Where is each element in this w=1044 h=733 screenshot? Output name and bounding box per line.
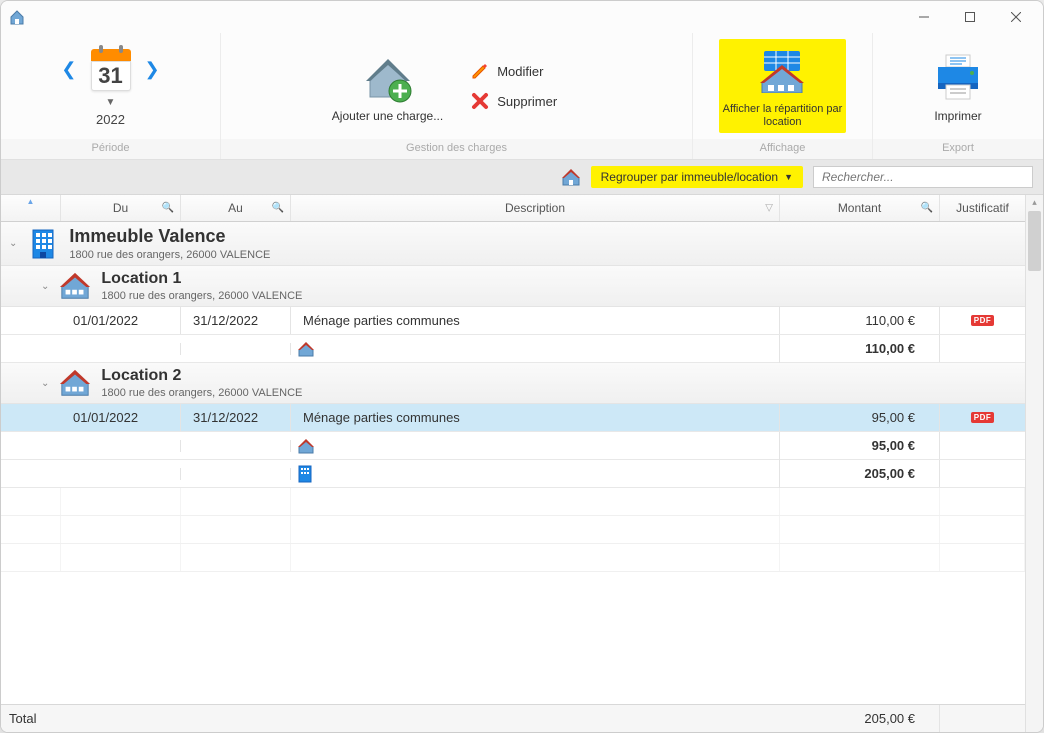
delete-icon (471, 92, 489, 110)
chevron-down-icon: ▼ (784, 172, 793, 182)
app-icon (9, 9, 25, 25)
maximize-button[interactable] (947, 3, 993, 31)
add-charge-icon (362, 49, 414, 105)
pdf-icon[interactable]: PDF (971, 315, 995, 326)
group-row-location-1[interactable]: ⌄ Location 1 1800 rue des orangers, 2600… (1, 266, 1025, 307)
pencil-icon (471, 62, 489, 80)
grouping-dropdown[interactable]: Regrouper par immeuble/location ▼ (591, 166, 803, 188)
ribbon: ❮ 31 ❯ ▼ 2022 Période (1, 33, 1043, 160)
location-name: Location 1 (101, 270, 302, 288)
location-address: 1800 rue des orangers, 26000 VALENCE (101, 387, 302, 399)
header-justificatif[interactable]: Justificatif (940, 195, 1025, 221)
calendar-icon[interactable]: 31 (87, 45, 135, 93)
building-icon (297, 465, 313, 483)
affichage-group-label: Affichage (693, 139, 872, 159)
repartition-label-2: location (764, 116, 802, 128)
search-icon: 🔍 (162, 203, 174, 214)
minimize-button[interactable] (901, 3, 947, 31)
grouping-label: Regrouper par immeuble/location (601, 170, 778, 184)
pdf-icon[interactable]: PDF (971, 412, 995, 423)
ribbon-group-periode: ❮ 31 ❯ ▼ 2022 Période (1, 33, 221, 159)
house-icon (297, 341, 315, 357)
vertical-scrollbar[interactable]: ▴ (1025, 195, 1043, 732)
add-charge-label: Ajouter une charge... (332, 109, 443, 123)
header-du[interactable]: Du🔍 (61, 195, 181, 221)
modifier-button[interactable]: Modifier (461, 58, 591, 84)
building-icon (27, 228, 59, 260)
close-button[interactable] (993, 3, 1039, 31)
grid-body: ⌄ Immeuble Valence 1800 rue des orangers… (1, 222, 1025, 704)
main-window: ❮ 31 ❯ ▼ 2022 Période (0, 0, 1044, 733)
year-label: 2022 (96, 112, 125, 127)
header-description[interactable]: Description▽ (291, 195, 780, 221)
collapse-icon[interactable]: ⌄ (41, 281, 49, 292)
period-dropdown-icon[interactable]: ▼ (106, 97, 116, 108)
footer-total-label: Total (1, 711, 780, 726)
table-row[interactable]: 01/01/2022 31/12/2022 Ménage parties com… (1, 307, 1025, 335)
supprimer-label: Supprimer (497, 94, 557, 109)
location-name: Location 2 (101, 367, 302, 385)
grid-toolbar: Regrouper par immeuble/location ▼ (1, 160, 1043, 195)
location-address: 1800 rue des orangers, 26000 VALENCE (101, 290, 302, 302)
periode-group-label: Période (1, 139, 220, 159)
search-icon: 🔍 (272, 203, 284, 214)
calendar-day: 31 (91, 61, 131, 91)
group-row-building[interactable]: ⌄ Immeuble Valence 1800 rue des orangers… (1, 222, 1025, 266)
collapse-icon[interactable]: ⌄ (41, 378, 49, 389)
repartition-icon (758, 43, 806, 99)
ribbon-group-affichage: Afficher la répartition par location Aff… (693, 33, 873, 159)
group-row-location-2[interactable]: ⌄ Location 2 1800 rue des orangers, 2600… (1, 363, 1025, 404)
filter-icon: ▽ (765, 203, 773, 214)
grid-header: ▲ Du🔍 Au🔍 Description▽ Montant🔍 Justific… (1, 195, 1025, 222)
export-group-label: Export (873, 139, 1043, 159)
house-icon (59, 271, 91, 301)
imprimer-label: Imprimer (934, 109, 981, 123)
grid: ▲ Du🔍 Au🔍 Description▽ Montant🔍 Justific… (1, 195, 1043, 732)
gestion-group-label: Gestion des charges (221, 139, 692, 159)
grid-footer: Total 205,00 € (1, 704, 1025, 732)
next-period-button[interactable]: ❯ (145, 59, 160, 80)
collapse-icon[interactable]: ⌄ (9, 238, 17, 249)
house-icon (297, 438, 315, 454)
subtotal-row-building: 205,00 € (1, 460, 1025, 488)
imprimer-button[interactable]: Imprimer (922, 45, 994, 127)
search-icon: 🔍 (921, 203, 933, 214)
building-name: Immeuble Valence (69, 226, 270, 247)
supprimer-button[interactable]: Supprimer (461, 88, 591, 114)
building-address: 1800 rue des orangers, 26000 VALENCE (69, 249, 270, 261)
printer-icon (932, 49, 984, 105)
prev-period-button[interactable]: ❮ (61, 59, 76, 80)
repartition-label-1: Afficher la répartition par (723, 103, 843, 115)
subtotal-row: 95,00 € (1, 432, 1025, 460)
ribbon-group-gestion: Ajouter une charge... Modifier Supprimer (221, 33, 693, 159)
footer-total-value: 205,00 € (780, 705, 940, 732)
titlebar (1, 1, 1043, 33)
add-charge-button[interactable]: Ajouter une charge... (322, 45, 453, 127)
header-montant[interactable]: Montant🔍 (780, 195, 940, 221)
search-input[interactable] (813, 166, 1033, 188)
house-icon (59, 368, 91, 398)
show-repartition-button[interactable]: Afficher la répartition par location (719, 39, 847, 133)
modifier-label: Modifier (497, 64, 543, 79)
subtotal-row: 110,00 € (1, 335, 1025, 363)
header-au[interactable]: Au🔍 (181, 195, 291, 221)
table-row[interactable]: 01/01/2022 31/12/2022 Ménage parties com… (1, 404, 1025, 432)
ribbon-group-export: Imprimer Export (873, 33, 1043, 159)
period-picker: ❮ 31 ❯ (61, 45, 159, 93)
house-icon (561, 168, 581, 186)
